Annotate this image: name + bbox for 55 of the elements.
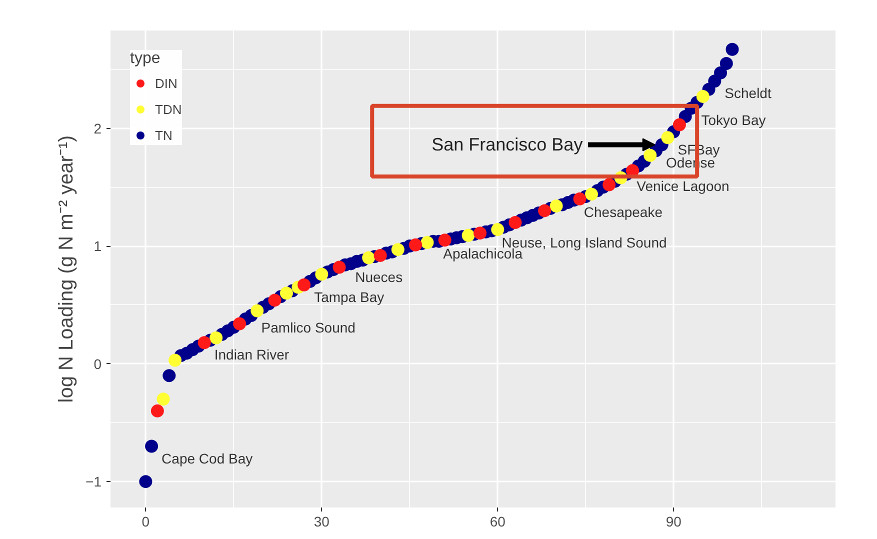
point xyxy=(550,200,563,212)
x-tick-label: 90 xyxy=(666,514,682,530)
x-tick-label: 30 xyxy=(314,514,330,530)
point xyxy=(661,131,674,144)
y-tick-label: 0 xyxy=(94,356,102,372)
annotation: Chesapeake xyxy=(584,204,663,220)
x-tick-label: 60 xyxy=(490,514,506,530)
annotation: Nueces xyxy=(355,268,403,285)
point xyxy=(462,228,475,242)
annotation: San Francisco Bay xyxy=(432,134,583,155)
annotation: Venice Lagoon xyxy=(636,178,730,194)
x-tick-label: 0 xyxy=(142,514,150,530)
annotation: Pamlico Sound xyxy=(261,320,356,336)
point xyxy=(491,223,504,236)
point xyxy=(409,238,422,252)
point xyxy=(573,192,586,206)
annotation: Neuse, Long Island Sound xyxy=(502,234,667,251)
y-axis-title: log N Loading (g N m⁻² year⁻¹) xyxy=(56,135,78,403)
point xyxy=(438,234,452,247)
legend-label: TN xyxy=(155,128,174,142)
point xyxy=(332,260,346,274)
point xyxy=(644,148,657,162)
legend-label: DIN xyxy=(155,76,178,90)
point xyxy=(696,90,710,103)
point xyxy=(315,268,328,281)
legend-title: type xyxy=(130,50,162,68)
annotation: Scheldt xyxy=(724,85,772,102)
annotation: Cape Cod Bay xyxy=(162,450,253,466)
point xyxy=(168,354,182,367)
point xyxy=(602,178,616,192)
point xyxy=(198,336,211,350)
point xyxy=(420,236,434,249)
point xyxy=(362,251,376,264)
point xyxy=(280,286,293,300)
point xyxy=(250,304,264,318)
point xyxy=(391,243,404,256)
point xyxy=(210,331,223,344)
point xyxy=(474,226,487,240)
point xyxy=(538,204,552,218)
point xyxy=(374,248,387,262)
annotation: Tokyo Bay xyxy=(701,112,766,128)
point xyxy=(672,118,686,132)
point xyxy=(233,317,246,330)
point xyxy=(584,188,598,201)
point xyxy=(268,294,282,307)
y-tick-label: −1 xyxy=(86,474,102,490)
point xyxy=(156,392,170,406)
legend-label: TDN xyxy=(155,102,182,116)
y-tick-label: 1 xyxy=(94,238,102,254)
annotation: Tampa Bay xyxy=(314,288,384,305)
point xyxy=(298,278,311,292)
point xyxy=(150,404,164,418)
y-tick-label: 2 xyxy=(94,120,102,136)
annotation: Indian River xyxy=(214,346,290,363)
point xyxy=(508,216,522,229)
